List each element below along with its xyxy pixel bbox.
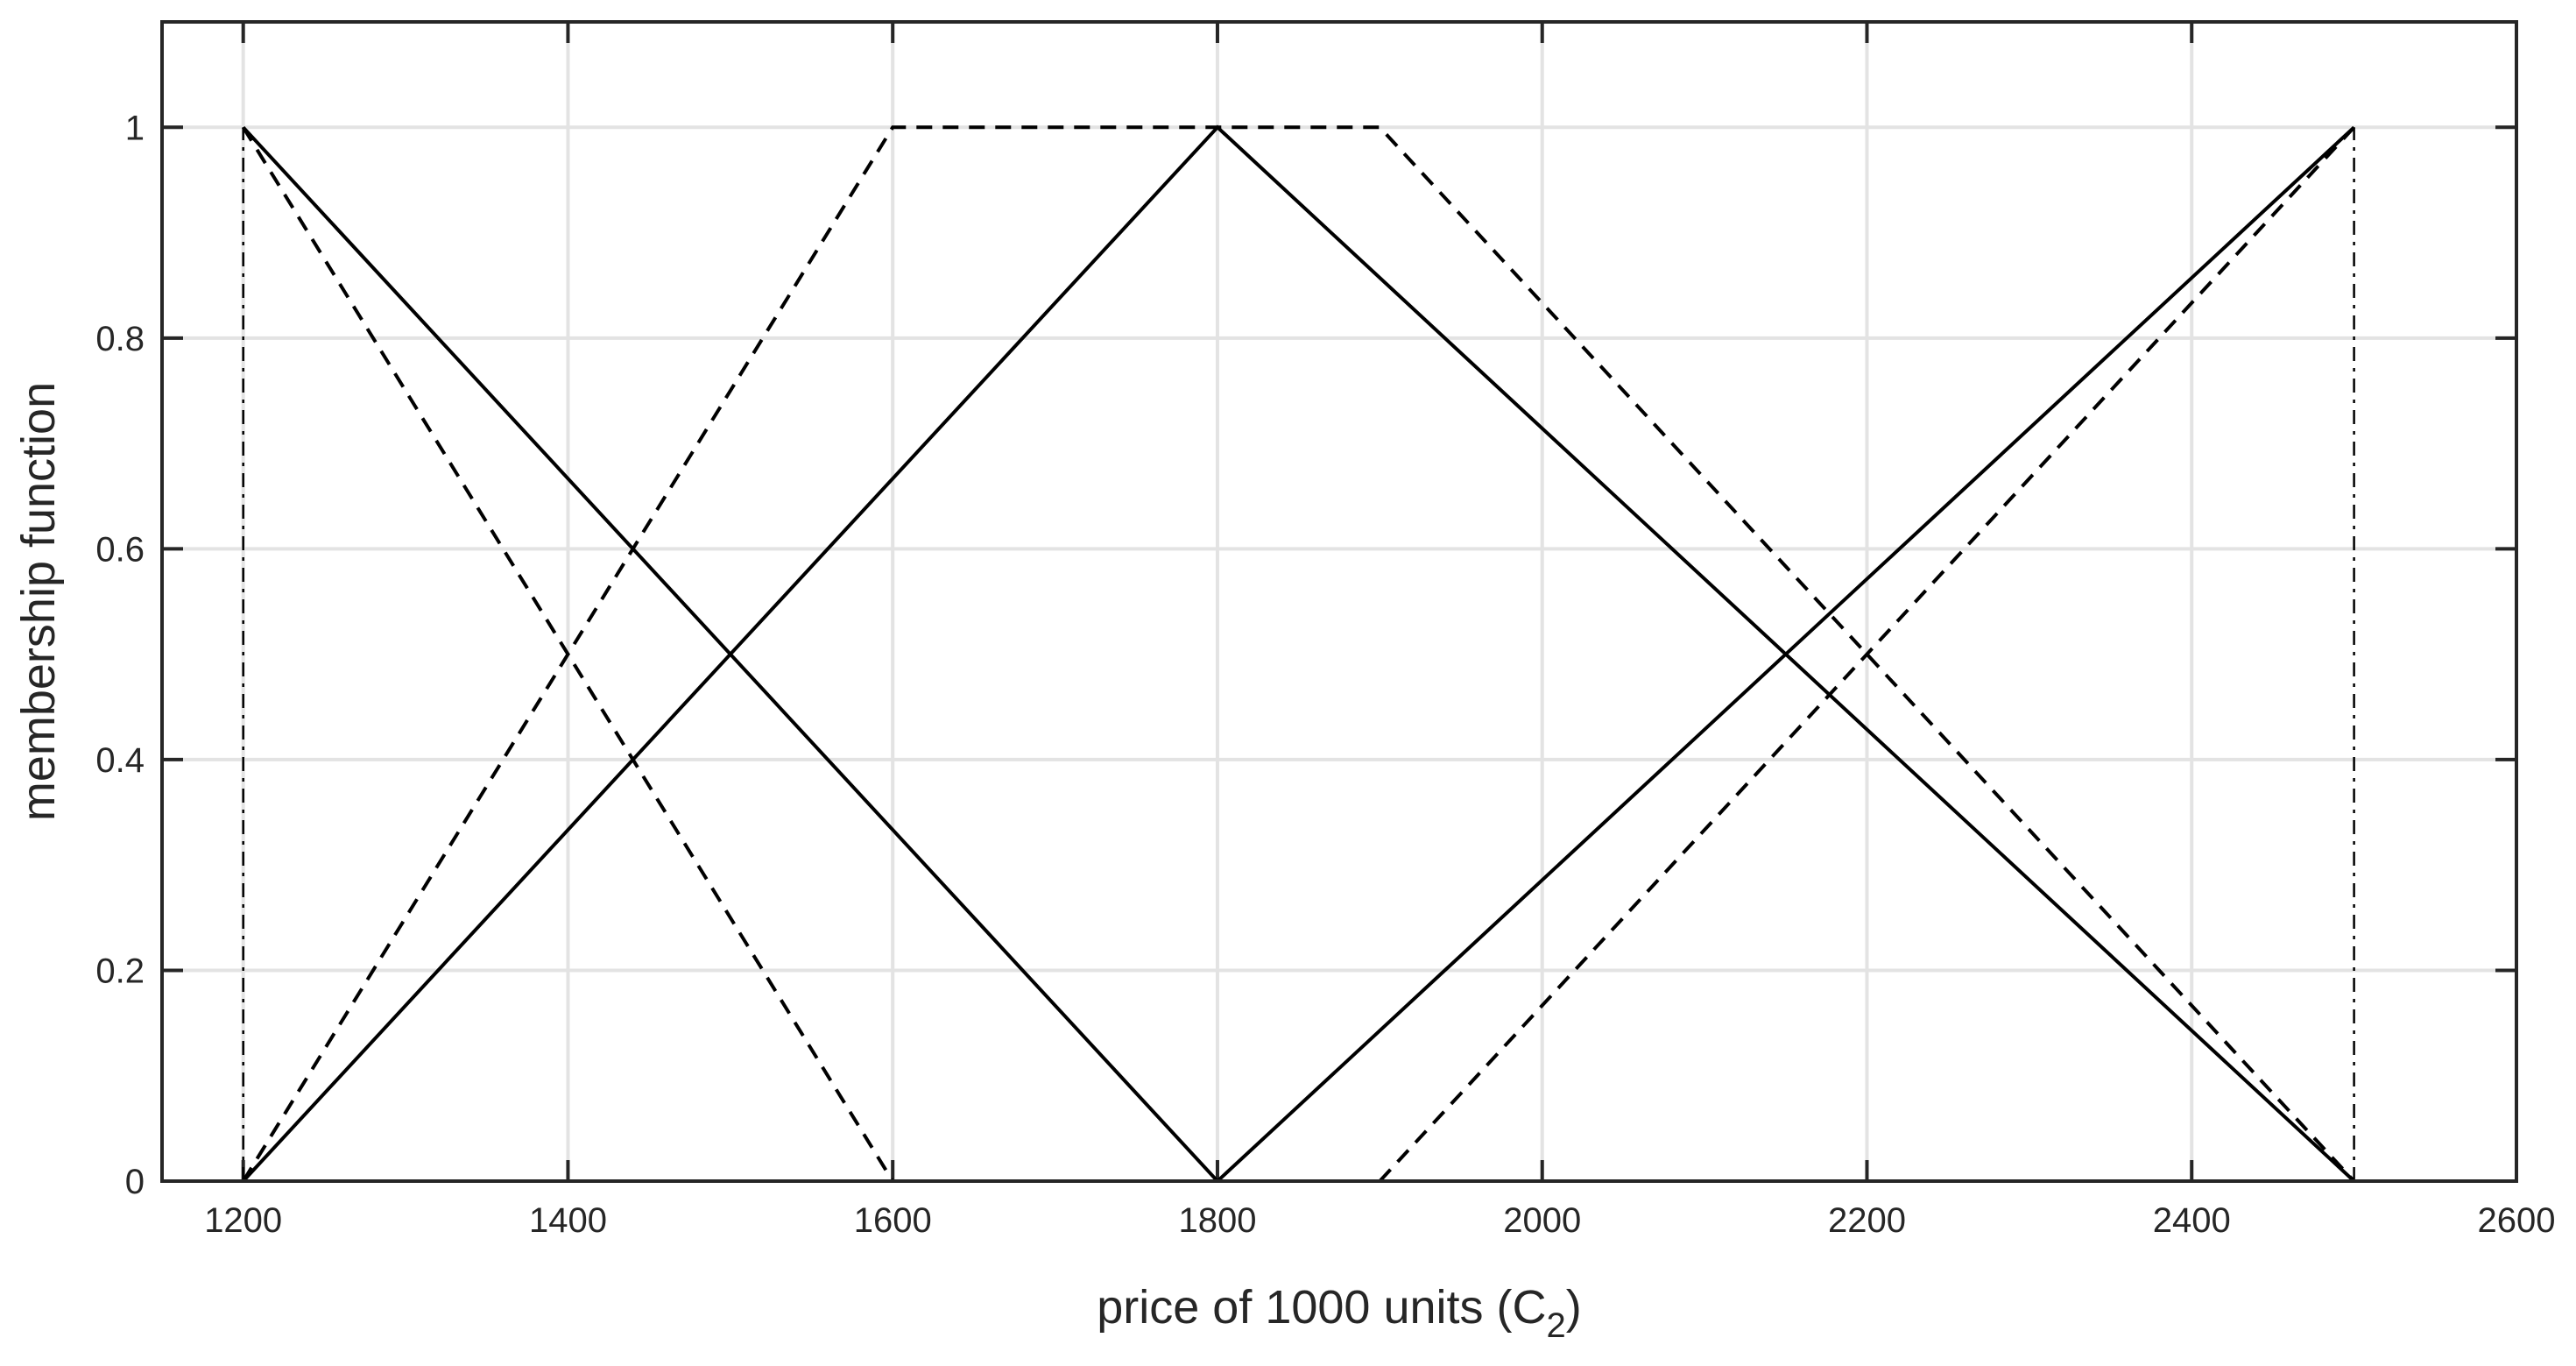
x-axis-title: price of 1000 units (C2) bbox=[1097, 1281, 1582, 1345]
x-tick-label: 2000 bbox=[1503, 1201, 1581, 1240]
x-tick-label: 1400 bbox=[529, 1201, 607, 1240]
axes-box bbox=[160, 20, 2518, 1183]
y-tick-label: 0 bbox=[125, 1163, 145, 1201]
x-axis-title-suffix: ) bbox=[1566, 1281, 1582, 1334]
y-tick-label: 0.4 bbox=[95, 741, 145, 780]
x-tick-labels: 1200 1400 1600 1800 2000 2200 2400 2600 bbox=[204, 1201, 2555, 1240]
y-axis-title: membership function bbox=[12, 382, 65, 821]
x-axis-title-main: price of 1000 units (C bbox=[1097, 1281, 1546, 1334]
x-tick-label: 1800 bbox=[1178, 1201, 1256, 1240]
x-tick-label: 2400 bbox=[2153, 1201, 2231, 1240]
x-tick-label: 1600 bbox=[854, 1201, 932, 1240]
data-series bbox=[241, 124, 2356, 1183]
x-tick-label: 2200 bbox=[1828, 1201, 1906, 1240]
y-tick-label: 0.2 bbox=[95, 952, 145, 990]
x-tick-label: 1200 bbox=[204, 1201, 282, 1240]
y-tick-label: 1 bbox=[125, 109, 145, 147]
y-tick-label: 0.6 bbox=[95, 530, 145, 569]
series-line-solid-3 bbox=[1216, 125, 2355, 1183]
series-line-dashed-5 bbox=[241, 125, 2356, 1183]
x-tick-label: 2600 bbox=[2478, 1201, 2556, 1240]
y-tick-labels: 0 0.2 0.4 0.6 0.8 1 bbox=[95, 109, 145, 1201]
y-tick-label: 0.8 bbox=[95, 320, 145, 358]
x-axis-title-subscript: 2 bbox=[1547, 1306, 1566, 1345]
series-line-dashed-6 bbox=[1378, 125, 2356, 1183]
